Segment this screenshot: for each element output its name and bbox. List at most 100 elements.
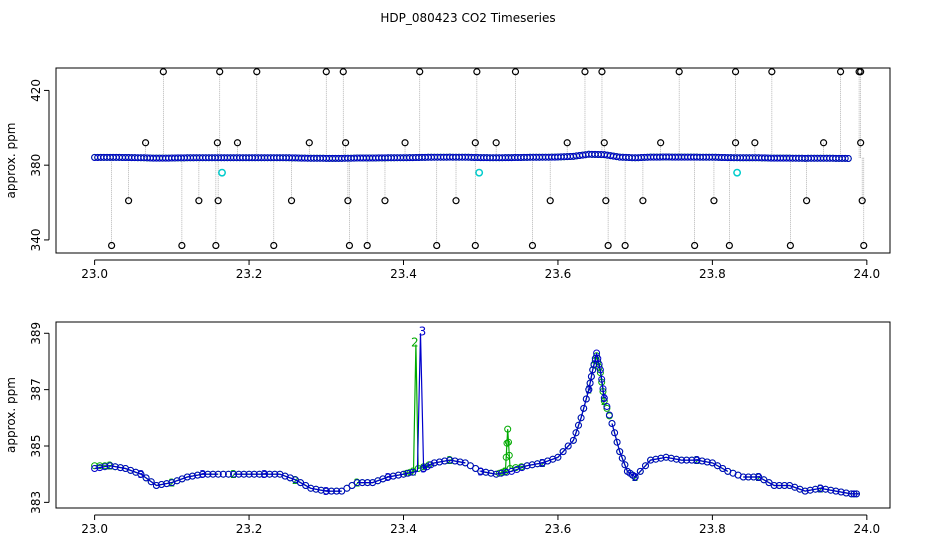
series-3-point — [608, 420, 616, 427]
outlier-point — [836, 68, 845, 76]
series-3-point — [647, 456, 655, 464]
bottom-ylabel: approx. ppm — [4, 377, 18, 453]
top-ylabel: approx. ppm — [4, 123, 18, 199]
series-3-point — [662, 453, 670, 461]
series-3-point — [613, 438, 621, 446]
series-3-point — [261, 470, 268, 478]
series-3-line — [743, 476, 860, 495]
series-2-spike-label: 2 — [411, 336, 419, 350]
bottom-x-tick-label: 23.0 — [81, 522, 108, 536]
series-3-point — [116, 464, 124, 472]
series-3-point — [765, 479, 773, 487]
series-3-point — [775, 482, 783, 489]
series-3-point — [652, 455, 660, 463]
series-3-point — [96, 464, 104, 472]
series-3-label: 3 — [385, 471, 392, 484]
outlier-point — [339, 68, 347, 76]
outlier-point — [546, 197, 554, 205]
outlier-point — [124, 197, 133, 205]
series-3-point — [317, 486, 325, 494]
series-3-point — [599, 385, 607, 393]
series-3-point — [101, 463, 109, 471]
series-3-point — [837, 488, 845, 496]
series-3-label: 3 — [539, 457, 546, 470]
series-3-point — [739, 473, 747, 481]
series-3-point — [533, 460, 541, 468]
outlier-point — [598, 68, 606, 76]
top-y-tick-label: 380 — [29, 154, 43, 177]
series-3-point — [348, 482, 356, 489]
series-3-point — [214, 470, 222, 478]
series-3-point — [409, 468, 417, 476]
series-3-point — [806, 486, 814, 494]
series-3-label: 3 — [585, 384, 592, 397]
series-3-point — [657, 454, 665, 462]
top-x-tick-label: 23.6 — [545, 267, 572, 281]
series-3-point — [199, 470, 207, 478]
series-3-point — [446, 456, 454, 464]
outlier-point — [473, 68, 481, 76]
outlier-point — [195, 197, 203, 205]
outlier-point — [786, 241, 794, 250]
series-3-point — [322, 487, 330, 495]
series-3-point — [137, 470, 145, 478]
top-x-tick-label: 23.0 — [81, 267, 108, 281]
series-3-point — [503, 468, 510, 476]
series-3-point — [580, 404, 588, 412]
series-3-label: 3 — [137, 468, 144, 481]
series-3-point — [163, 480, 171, 488]
series-3-point — [847, 490, 855, 498]
outlier-point — [107, 241, 116, 250]
outlier-point — [528, 241, 537, 250]
series-3-point — [811, 485, 819, 493]
series-3-point — [497, 469, 505, 477]
series-3-point — [219, 470, 227, 478]
series-3-point — [693, 456, 701, 464]
bottom-x-tick-label: 23.4 — [390, 522, 417, 536]
outlier-point — [581, 68, 589, 76]
top-panel: approx. ppm 23.0 23.2 23.4 23.6 23.8 24.0 340 3… — [4, 67, 891, 281]
series-3-point — [327, 487, 335, 495]
series-3-point — [600, 394, 608, 402]
series-3-point — [616, 448, 624, 456]
series-3-point — [678, 456, 685, 464]
outlier-point — [600, 139, 608, 147]
bottom-y-tick-label: 389 — [29, 322, 43, 345]
series-3-point — [719, 465, 727, 472]
outlier-point — [471, 139, 479, 147]
series-3-point — [603, 403, 611, 410]
series-3-point — [688, 456, 696, 464]
series-3-point — [698, 457, 706, 465]
series-3-label: 3 — [323, 485, 330, 498]
outlier-point — [819, 139, 828, 147]
alt-point — [218, 168, 226, 177]
series-3-point — [621, 461, 629, 469]
series-2-point — [503, 439, 511, 447]
series-3-point — [230, 470, 238, 478]
series-3-label: 3 — [477, 465, 484, 478]
series-3-point — [225, 470, 232, 478]
outlier-point — [433, 241, 441, 250]
series-3-point — [111, 463, 119, 471]
series-3-point — [781, 482, 788, 489]
series-3-point — [492, 470, 500, 478]
bottom-y-tick-label: 383 — [29, 491, 43, 514]
series-3-point — [427, 461, 435, 469]
series-3-point — [400, 470, 407, 478]
series-3-point — [683, 456, 691, 464]
series-3-point — [841, 154, 849, 162]
series-3-point — [152, 482, 160, 489]
outlier-point — [159, 68, 167, 76]
series-3-point — [585, 386, 593, 394]
outlier-point — [305, 139, 313, 147]
series-3-label: 3 — [420, 463, 427, 476]
outlier-point — [621, 241, 629, 250]
outlier-point — [691, 241, 699, 250]
series-3-point — [441, 457, 449, 465]
outlier-point — [802, 197, 811, 205]
bottom-x-tick-label: 24.0 — [853, 522, 880, 536]
outlier-point — [322, 68, 330, 76]
outlier-point — [511, 68, 520, 76]
